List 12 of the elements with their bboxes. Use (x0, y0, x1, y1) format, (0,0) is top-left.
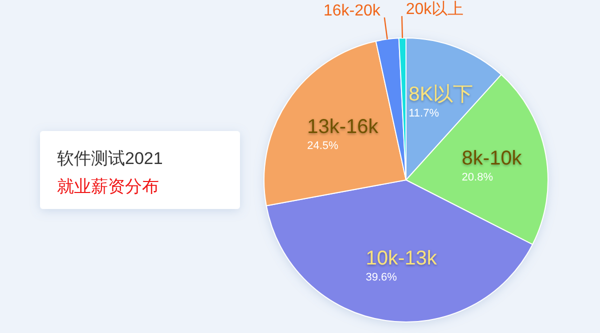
slice-label: 20k以上 (406, 0, 464, 18)
text: 就业薪资分布 (57, 177, 159, 196)
text: 软件测试2021 (57, 149, 163, 168)
data-label: 20.8% (462, 172, 494, 184)
slice-label: 16k-20k (324, 2, 382, 20)
data-label: 39.6% (366, 271, 398, 284)
slice-label: 8K以下 (408, 83, 474, 106)
slice-label: 10k-13k (366, 247, 438, 270)
slice-label: 13k-16k (307, 116, 380, 138)
slice-label: 8k-10k (462, 148, 523, 170)
data-label: 11.7% (408, 107, 440, 120)
data-label: 24.5% (307, 140, 338, 152)
